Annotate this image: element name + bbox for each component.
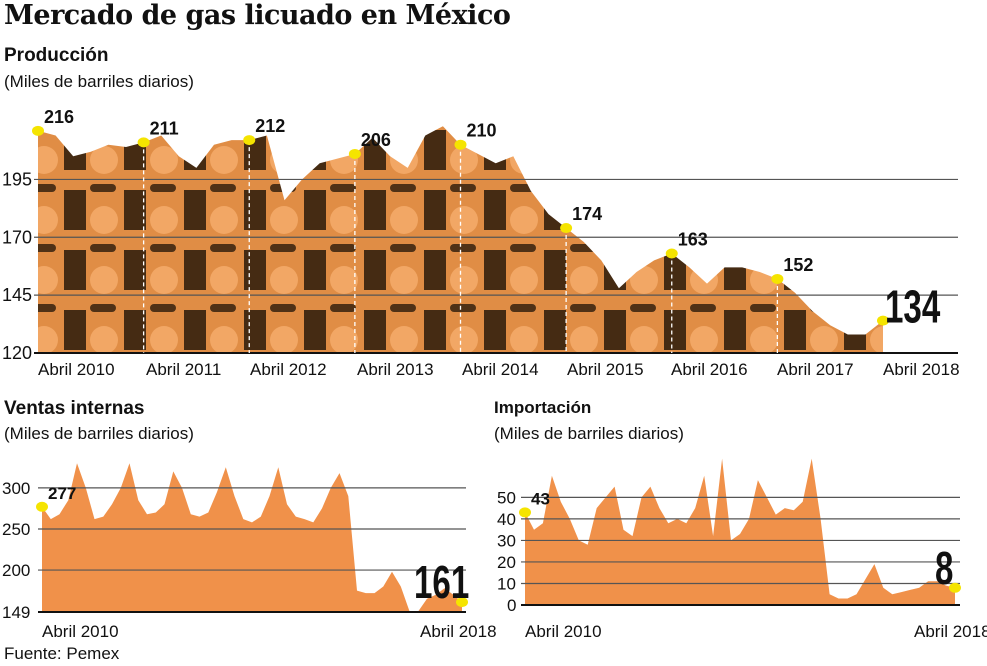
y-tick-label: 50 — [497, 488, 516, 507]
x-tick-label: Abril 2016 — [671, 360, 748, 379]
data-value-label: 152 — [783, 255, 813, 275]
data-point-marker — [454, 139, 467, 150]
source-note: Fuente: Pemex — [4, 644, 120, 663]
data-value-label: 163 — [678, 229, 708, 249]
y-tick-label: 300 — [2, 479, 30, 498]
x-tick-label: Abril 2017 — [777, 360, 854, 379]
y-tick-label: 30 — [497, 531, 516, 550]
data-value-label: 212 — [255, 116, 285, 136]
production-title: Producción — [4, 45, 109, 66]
x-tick-label: Abril 2012 — [250, 360, 327, 379]
y-tick-label: 40 — [497, 510, 516, 529]
y-tick-label: 120 — [2, 343, 32, 363]
sales-chart: 149 200 250 300 Abril 2010 Abril 2018 277 161 — [2, 463, 497, 641]
y-tick-label: 145 — [2, 285, 32, 305]
imports-title: Importación — [494, 398, 592, 417]
production-unit: (Miles de barriles diarios) — [4, 72, 194, 91]
x-tick-label: Abril 2018 — [883, 360, 960, 379]
sales-unit: (Miles de barriles diarios) — [4, 424, 194, 443]
imports-chart: 0 10 20 30 40 50 Abril 2010 Abril 2018 43 8 — [497, 458, 987, 641]
data-point-marker — [348, 148, 361, 159]
production-chart: 120 145 170 195 Abril 2010 Abril 2011 Abril 20… — [2, 107, 960, 379]
latest-value-label: 161 — [414, 558, 469, 608]
sales-title: Ventas internas — [4, 398, 145, 419]
y-tick-label: 0 — [507, 596, 516, 615]
x-tick-label: Abril 2010 — [42, 622, 119, 641]
y-tick-label: 250 — [2, 520, 30, 539]
x-tick-label: Abril 2014 — [462, 360, 539, 379]
x-tick-label: Abril 2013 — [357, 360, 434, 379]
area-series — [42, 463, 462, 612]
data-value-label: 210 — [467, 121, 497, 141]
y-tick-label: 170 — [2, 227, 32, 247]
latest-value-label: 8 — [935, 544, 953, 594]
data-point-marker — [137, 137, 150, 148]
data-value-label: 277 — [48, 484, 76, 503]
data-point-marker — [949, 582, 961, 593]
data-point-marker — [665, 248, 678, 259]
data-value-label: 216 — [44, 107, 74, 127]
x-tick-label: Abril 2018 — [914, 622, 987, 641]
y-tick-label: 149 — [2, 603, 30, 622]
y-tick-label: 200 — [2, 561, 30, 580]
data-value-label: 43 — [531, 489, 550, 508]
data-value-label: 206 — [361, 130, 391, 150]
data-point-marker — [456, 597, 468, 608]
x-tick-label: Abril 2015 — [567, 360, 644, 379]
area-series — [525, 458, 955, 605]
infographic-title: Mercado de gas licuado en México — [4, 0, 511, 31]
data-point-marker — [36, 501, 48, 512]
data-value-label: 211 — [150, 118, 179, 138]
x-tick-label: Abril 2018 — [420, 622, 497, 641]
data-point-marker — [877, 315, 889, 326]
data-point-marker — [243, 135, 256, 146]
data-point-marker — [560, 223, 573, 234]
x-tick-label: Abril 2010 — [38, 360, 115, 379]
y-tick-label: 195 — [2, 169, 32, 189]
data-point-marker — [32, 125, 44, 136]
imports-unit: (Miles de barriles diarios) — [494, 424, 684, 443]
data-point-marker — [771, 273, 784, 284]
y-tick-label: 10 — [497, 574, 516, 593]
x-tick-label: Abril 2010 — [525, 622, 602, 641]
data-point-marker — [519, 507, 531, 518]
y-tick-label: 20 — [497, 553, 516, 572]
x-tick-label: Abril 2011 — [146, 360, 221, 379]
data-value-label: 174 — [572, 204, 602, 224]
latest-value-label: 134 — [885, 282, 941, 332]
